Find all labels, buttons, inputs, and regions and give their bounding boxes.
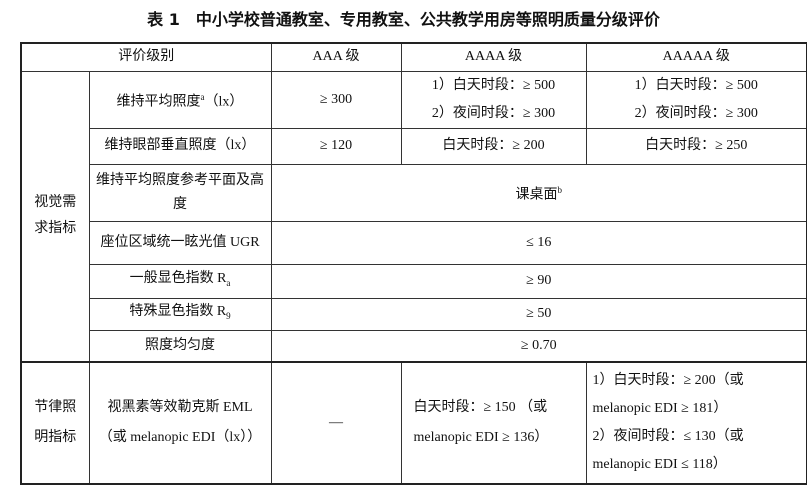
header-aaa: AAA 级 [270,42,402,72]
row-name: 维持眼部垂直照度（lx） [88,127,272,165]
table-row: 维持眼部垂直照度（lx） ≥ 120 白天时段：≥ 200 白天时段：≥ 250 [21,127,807,165]
table-row: 特殊显色指数 R9 ≥ 50 [21,297,807,331]
table-row: 照度均匀度 ≥ 0.70 [21,329,807,363]
cell-aaaa: 1）白天时段：≥ 500 2）夜间时段：≥ 300 [400,70,587,129]
cell-value: ≥ 90 [270,263,807,299]
cell-aaaa: 白天时段：≥ 200 [400,127,587,165]
table-title: 表 1 中小学校普通教室、专用教室、公共教学用房等照明质量分级评价 [147,10,660,29]
cell-aaaaa: 白天时段：≥ 250 [585,127,807,165]
header-level: 评价级别 [20,42,272,72]
row-name: 座位区域统一眩光值 UGR [88,220,272,265]
row-name: 特殊显色指数 R9 [88,297,272,331]
cell-value: ≥ 50 [270,297,807,331]
cell-value: ≥ 0.70 [270,329,807,363]
header-aaaa: AAAA 级 [400,42,587,72]
table-row: 一般显色指数 Ra ≥ 90 [21,263,807,299]
cell-value: ≤ 16 [270,220,807,265]
lighting-quality-table: 评价级别 AAA 级 AAAA 级 AAAAA 级 视觉需求指标 维持平均照度a… [20,42,807,485]
row-name: 照度均匀度 [88,329,272,363]
table-row: 节律照明指标 视黑素等效勒克斯 EML （或 melanopic EDI（lx））… [20,361,807,485]
cell-aaa: — [270,361,402,485]
cell-value: 课桌面b [270,163,807,222]
row-name: 维持平均照度参考平面及高度 [88,163,272,222]
cell-aaaaa: 1）白天时段：≥ 500 2）夜间时段：≥ 300 [585,70,807,129]
row-name: 维持平均照度a（lx） [88,70,272,129]
table-row: 视觉需求指标 维持平均照度a（lx） ≥ 300 1）白天时段：≥ 500 2）夜… [20,70,807,363]
group-visual: 视觉需求指标 [20,70,90,363]
cell-aaa: ≥ 120 [270,127,402,165]
header-row: 评价级别 AAA 级 AAAA 级 AAAAA 级 [20,42,807,72]
row-name: 视黑素等效勒克斯 EML （或 melanopic EDI（lx）） [88,361,272,485]
header-aaaaa: AAAAA 级 [585,42,807,72]
group-circadian: 节律照明指标 [20,361,90,485]
cell-aaa: ≥ 300 [270,70,402,129]
row-name: 一般显色指数 Ra [88,263,272,299]
table-row: 座位区域统一眩光值 UGR ≤ 16 [21,220,807,265]
cell-aaaa: 白天时段：≥ 150 （或 melanopic EDI ≥ 136） [400,361,587,485]
cell-aaaaa: 1）白天时段：≥ 200（或 melanopic EDI ≥ 181） 2）夜间时段… [585,361,807,485]
table-row: 维持平均照度参考平面及高度 课桌面b [21,163,807,222]
